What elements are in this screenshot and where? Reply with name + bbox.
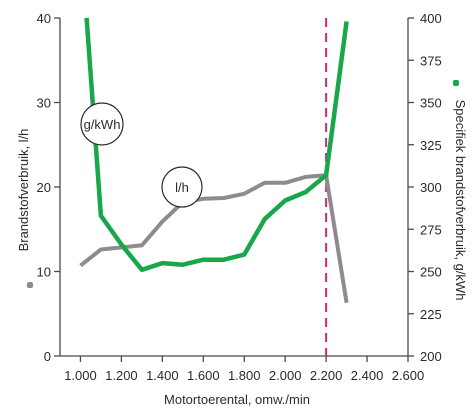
lh-label-circle <box>161 166 203 208</box>
series-line-specific-gkwh <box>84 17 349 273</box>
lh-label-text: l/h <box>175 180 189 195</box>
x-tick-label: 1.800 <box>228 368 261 383</box>
x-tick-label: 2.200 <box>310 368 343 383</box>
y-right-tick-label: 300 <box>420 180 442 195</box>
x-tick-label: 1.600 <box>187 368 220 383</box>
x-tick-label: 1.000 <box>64 368 97 383</box>
y-right-tick-label: 250 <box>420 265 442 280</box>
series-layer <box>79 17 349 304</box>
y-left-tick-label: 0 <box>44 349 51 364</box>
series-line-fuel-lh <box>79 173 349 304</box>
y-right-tick-label: 275 <box>420 222 442 237</box>
axes-layer: 0 10 20 30 40 200 225 250 275 300 325 350 375 400 1.00… <box>27 11 459 383</box>
x-tick-label: 1.200 <box>105 368 138 383</box>
y-right-tick-label: 225 <box>420 307 442 322</box>
gkwh-label-circle <box>80 102 124 146</box>
y-axis-left-label: Brandstofverbruik, l/h <box>16 129 31 252</box>
x-tick-label: 2.000 <box>269 368 302 383</box>
left-axis-swatch <box>27 282 33 288</box>
gkwh-series-label: g/kWh <box>80 102 124 146</box>
y-axis-right-label: Specifiek brandstofverbruik, g/kWh <box>453 100 468 301</box>
x-tick-label: 2.600 <box>392 368 425 383</box>
lh-series-label: l/h <box>161 166 203 208</box>
y-left-tick-label: 10 <box>37 265 51 280</box>
y-right-tick-label: 400 <box>420 11 442 26</box>
x-axis-label: Motortoerental, omw./min <box>164 392 310 407</box>
y-right-tick-label: 375 <box>420 53 442 68</box>
label-layer: g/kWh l/h <box>80 102 203 208</box>
gkwh-label-text: g/kWh <box>84 117 121 132</box>
right-axis-swatch <box>453 80 459 86</box>
y-right-tick-label: 200 <box>420 349 442 364</box>
x-tick-label: 2.400 <box>351 368 384 383</box>
y-left-tick-label: 40 <box>37 11 51 26</box>
y-right-tick-label: 350 <box>420 96 442 111</box>
x-tick-label: 1.400 <box>146 368 179 383</box>
y-left-tick-label: 30 <box>37 96 51 111</box>
y-left-tick-label: 20 <box>37 180 51 195</box>
y-right-tick-label: 325 <box>420 138 442 153</box>
